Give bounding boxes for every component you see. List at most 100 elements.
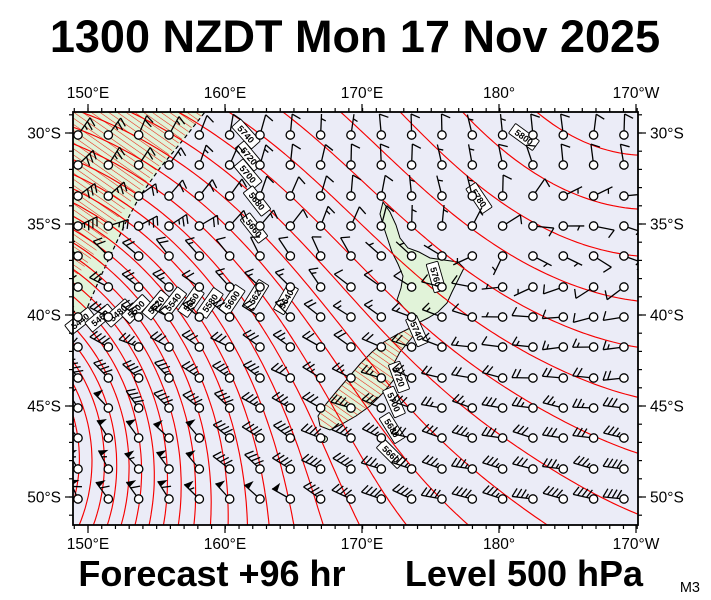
wind-barb: [255, 209, 279, 231]
wind-barb: [272, 452, 296, 474]
wind-barb: [619, 191, 638, 201]
wind-barb: [194, 114, 214, 140]
wind-barb: [241, 391, 265, 413]
lat-tick-label-left: 50°S: [27, 490, 61, 507]
wind-barb: [420, 487, 447, 504]
wind-barb: [133, 215, 159, 231]
lat-tick-label-right: 40°S: [650, 308, 684, 325]
wind-barb: [155, 236, 174, 261]
wind-barb: [542, 485, 569, 504]
wind-barb: [360, 364, 387, 383]
wind-barb: [497, 114, 508, 140]
wind-barb: [528, 221, 555, 237]
wind-barb: [255, 175, 275, 201]
wind-barb: [346, 206, 367, 231]
wind-barb: [89, 301, 114, 322]
wind-barb: [541, 426, 569, 443]
wind-barb: [96, 418, 114, 443]
wind-barb: [212, 360, 235, 383]
wind-barb: [73, 479, 83, 504]
map-border: [72, 111, 639, 526]
wind-barb: [360, 455, 387, 474]
wind-barb: [391, 362, 417, 383]
wind-barb: [619, 221, 638, 241]
wind-barb: [149, 301, 174, 322]
hatch-shading-layer: [73, 112, 418, 430]
wind-barb: [588, 113, 605, 140]
wind-barb: [361, 392, 387, 413]
wind-barb: [361, 422, 387, 443]
wind-barb: [164, 116, 186, 140]
wind-barb: [451, 393, 478, 413]
wind-barb: [361, 484, 387, 504]
wind-barb: [391, 455, 417, 474]
wind-barb: [451, 485, 478, 504]
wind-barb: [451, 366, 478, 383]
wind-barb: [97, 449, 114, 474]
wind-barb: [376, 113, 389, 140]
wind-barb: [511, 488, 538, 504]
wind-barb: [274, 268, 296, 292]
wind-barb: [311, 236, 326, 261]
chart-title: 1300 NZDT Mon 17 Nov 2025: [50, 11, 660, 62]
wind-barb: [558, 221, 585, 231]
wind-barb: [513, 282, 538, 297]
wind-barb: [391, 302, 417, 322]
axis-label-layer: 150°E 150°E 160°E 160°E 170°E 170°E 180° 180° 17…: [27, 85, 684, 553]
wind-barb: [572, 338, 599, 352]
wind-barb: [421, 423, 447, 443]
forecast-hour-label: Forecast +96 hr: [78, 553, 345, 594]
wind-barb: [285, 208, 309, 231]
wind-barb: [333, 269, 356, 292]
wind-barb: [242, 360, 265, 383]
wind-barb: [558, 113, 570, 140]
wind-barb: [164, 147, 187, 170]
lon-tick-label-top: 170°E: [341, 85, 383, 102]
wind-barb: [511, 368, 538, 383]
wind-barb: [393, 270, 417, 292]
wind-barb: [89, 271, 114, 292]
wind-barb: [511, 306, 538, 322]
wind-barb: [450, 336, 478, 352]
wind-barb: [558, 251, 583, 267]
wind-barb: [125, 388, 144, 413]
wind-barb: [467, 207, 484, 231]
wind-barb: [303, 481, 326, 504]
wind-barb: [215, 236, 235, 261]
wind-barb: [154, 359, 174, 383]
wind-barb: [249, 236, 265, 261]
wind-barb: [118, 332, 144, 352]
north-island: [379, 200, 465, 323]
wind-barb-layer: [73, 113, 638, 504]
wind-barb: [103, 181, 128, 201]
wind-barb: [602, 457, 629, 474]
wind-barb: [541, 458, 569, 474]
wind-barb: [491, 251, 508, 276]
wind-barb: [185, 419, 205, 443]
wind-barb: [285, 176, 306, 201]
wind-barb: [528, 113, 540, 140]
wind-barb: [124, 450, 144, 474]
lat-tick-label-left: 45°S: [27, 399, 61, 416]
wind-barb: [73, 358, 84, 383]
wind-barb: [255, 144, 274, 170]
height-contour: [340, 112, 638, 302]
wind-barb: [395, 241, 417, 261]
wind-barb: [361, 331, 387, 352]
wind-barb: [525, 144, 538, 170]
wind-barb: [603, 425, 629, 443]
wind-barb: [542, 282, 569, 295]
wind-barb: [224, 209, 249, 231]
lat-tick-label-left: 35°S: [27, 217, 61, 234]
wind-barb: [212, 299, 235, 322]
wind-barb: [73, 182, 98, 201]
wind-barb: [241, 300, 265, 322]
wind-barb: [133, 115, 154, 140]
wind-barb: [212, 451, 235, 474]
wind-barb: [194, 179, 218, 201]
wind-barb: [103, 146, 126, 170]
wind-barb: [73, 117, 96, 140]
wind-barb: [391, 393, 417, 413]
wind-barb: [528, 251, 552, 268]
wind-barb: [274, 298, 296, 322]
